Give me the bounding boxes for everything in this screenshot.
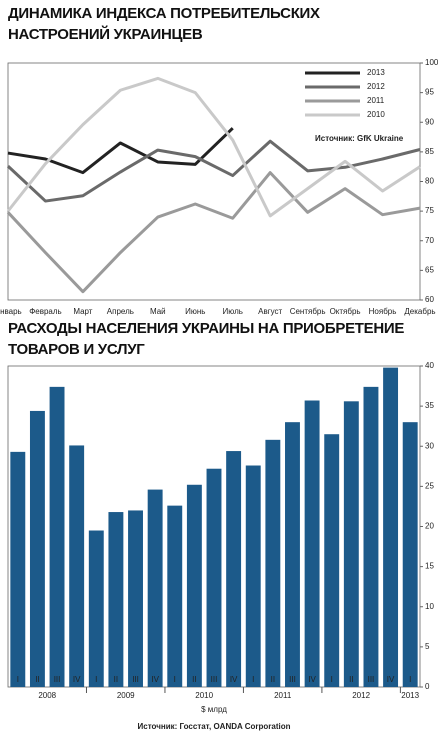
y-tick-label: 40 [425, 361, 434, 370]
x-tick-label: II [114, 675, 118, 684]
source: Источник: Госстат, OANDA Corporation [138, 722, 291, 731]
bar [108, 512, 124, 687]
y-tick-label: 70 [425, 236, 434, 245]
bar [226, 451, 242, 687]
y-tick-label: 0 [425, 682, 430, 691]
x-tick-label: II [271, 675, 275, 684]
y-tick-label: 25 [425, 481, 434, 490]
x-tick-label: I [174, 675, 176, 684]
y-tick-label: 100 [425, 58, 439, 67]
x-tick-label: III [289, 675, 296, 684]
y-tick-label: 60 [425, 295, 434, 304]
x-tick-label: II [35, 675, 39, 684]
chart-title: РАСХОДЫ НАСЕЛЕНИЯ УКРАИНЫ НА ПРИОБРЕТЕНИ… [8, 320, 405, 358]
x-tick-label: IV [73, 675, 81, 684]
y-tick-label: 90 [425, 117, 434, 126]
bar [285, 422, 300, 687]
year-label: 2013 [401, 691, 419, 700]
bar [29, 410, 45, 687]
x-tick-label: Сентябрь [290, 307, 326, 316]
line-series [6, 76, 421, 218]
source: Источник: GfK Ukraine [315, 134, 404, 143]
bar [265, 439, 281, 687]
y-tick-label: 75 [425, 206, 434, 215]
bar [128, 510, 143, 687]
x-tick-label: I [252, 675, 254, 684]
x-tick-label: I [331, 675, 333, 684]
bar [363, 386, 379, 687]
bar [324, 434, 340, 687]
x-tick-label: IV [230, 675, 238, 684]
x-tick-label: I [17, 675, 19, 684]
x-tick-label: Февраль [29, 307, 62, 316]
x-tick-label: IV [308, 675, 316, 684]
y-tick-label: 5 [425, 642, 430, 651]
line-series [7, 127, 234, 175]
legend-label: 2012 [367, 82, 385, 91]
bar [186, 484, 202, 687]
year-label: 2010 [195, 691, 213, 700]
x-tick-label: Октябрь [330, 307, 361, 316]
x-tick-label: IV [151, 675, 159, 684]
y-tick-label: 95 [425, 88, 434, 97]
year-label: 2009 [117, 691, 135, 700]
line-series [6, 171, 421, 294]
legend-label: 2013 [367, 68, 385, 77]
bar [147, 489, 163, 687]
x-tick-label: II [192, 675, 196, 684]
year-label: 2011 [274, 691, 292, 700]
y-tick-label: 80 [425, 177, 434, 186]
x-tick-label: I [95, 675, 97, 684]
x-tick-label: Декабрь [404, 307, 435, 316]
x-tick-label: I [409, 675, 411, 684]
bar [304, 400, 320, 687]
x-tick-label: III [368, 675, 375, 684]
bar [206, 468, 222, 687]
x-tick-label: III [132, 675, 139, 684]
x-tick-label: II [349, 675, 353, 684]
x-tick-label: Март [73, 307, 92, 316]
bar [88, 530, 104, 687]
plot-frame [7, 62, 421, 301]
bar [69, 445, 85, 687]
bar [49, 386, 65, 687]
x-tick-label: Август [258, 307, 282, 316]
y-tick-label: 65 [425, 265, 434, 274]
year-label: 2012 [352, 691, 370, 700]
x-tick-label: Июнь [185, 307, 205, 316]
y-tick-label: 15 [425, 562, 434, 571]
bar [245, 465, 261, 687]
bar [167, 505, 183, 687]
bar [383, 367, 399, 687]
y-tick-label: 10 [425, 602, 434, 611]
y-tick-label: 30 [425, 441, 434, 450]
chart-title: ДИНАМИКА ИНДЕКСА ПОТРЕБИТЕЛЬСКИХ НАСТРОЕ… [8, 5, 320, 43]
year-label: 2008 [38, 691, 56, 700]
x-tick-label: IV [387, 675, 395, 684]
x-tick-label: Ноябрь [369, 307, 397, 316]
legend-label: 2010 [367, 110, 385, 119]
bar [343, 401, 359, 687]
x-tick-label: Январь [0, 307, 22, 316]
x-tick-label: Июль [223, 307, 243, 316]
bar [10, 451, 26, 687]
bar [402, 422, 418, 687]
y-tick-label: 35 [425, 401, 434, 410]
x-tick-label: III [211, 675, 218, 684]
x-tick-label: III [54, 675, 61, 684]
x-tick-label: Апрель [107, 307, 134, 316]
legend-label: 2011 [367, 96, 385, 105]
x-tick-label: Май [150, 307, 166, 316]
x-axis-label: $ млрд [201, 705, 227, 714]
y-tick-label: 20 [425, 522, 434, 531]
y-tick-label: 85 [425, 147, 434, 156]
